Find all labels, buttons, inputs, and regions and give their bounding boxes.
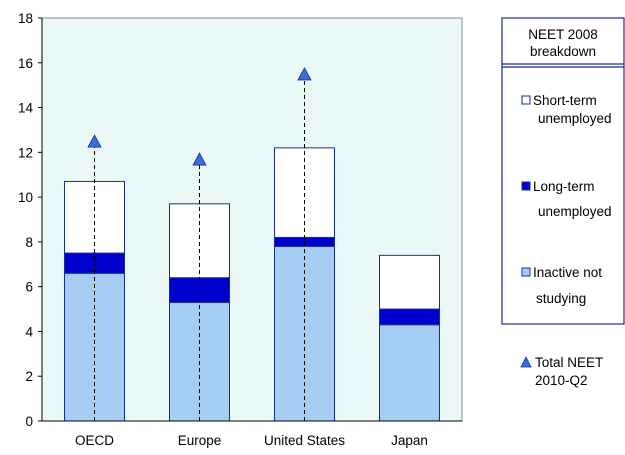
y-tick-label: 2 — [25, 369, 33, 384]
markers-layer — [87, 67, 312, 421]
legend-label-inactive-1: Inactive not — [533, 265, 602, 280]
y-tick-label: 12 — [18, 145, 33, 160]
legend-title-line1: NEET 2008 — [528, 27, 598, 42]
legend-swatch-long-term — [521, 181, 531, 191]
y-tick-label: 14 — [18, 101, 34, 116]
x-tick-label: United States — [264, 433, 345, 448]
y-tick-label: 18 — [18, 11, 33, 26]
x-tick-label: Japan — [391, 433, 428, 448]
y-tick-label: 10 — [18, 190, 33, 205]
total-neet-marker — [192, 152, 207, 166]
legend: NEET 2008 breakdown Short-term unemploye… — [501, 17, 625, 325]
legend-label-total-1: Total NEET — [535, 355, 603, 370]
legend-label-long-term-1: Long-term — [533, 179, 595, 194]
legend-total-neet: Total NEET 2010-Q2 — [520, 355, 603, 388]
legend-marker-total-neet — [520, 356, 532, 368]
legend-label-long-term-2: unemployed — [538, 204, 612, 219]
bar-segment — [379, 308, 440, 326]
x-tick-label: OECD — [75, 433, 114, 448]
y-tick-label: 4 — [25, 324, 33, 339]
bar-segment — [379, 324, 440, 422]
legend-label-total-2: 2010-Q2 — [535, 373, 588, 388]
total-neet-marker — [297, 67, 312, 81]
legend-swatch-short-term — [521, 95, 531, 105]
legend-label-short-term-1: Short-term — [533, 93, 597, 108]
y-tick-label: 6 — [25, 280, 33, 295]
y-tick-label: 0 — [25, 414, 33, 429]
y-tick-label: 16 — [18, 56, 33, 71]
y-ticks: 0 2 4 6 8 10 12 14 16 18 — [18, 11, 42, 429]
legend-label-inactive-2: studying — [536, 291, 586, 306]
legend-title-line2: breakdown — [530, 44, 596, 59]
x-tick-label: Europe — [178, 433, 222, 448]
total-neet-marker — [87, 134, 102, 148]
legend-label-short-term-2: unemployed — [538, 111, 612, 126]
legend-swatch-inactive — [521, 267, 531, 277]
y-tick-label: 8 — [25, 235, 33, 250]
x-labels: OECD Europe United States Japan — [75, 433, 428, 448]
bar-segment — [379, 254, 440, 310]
